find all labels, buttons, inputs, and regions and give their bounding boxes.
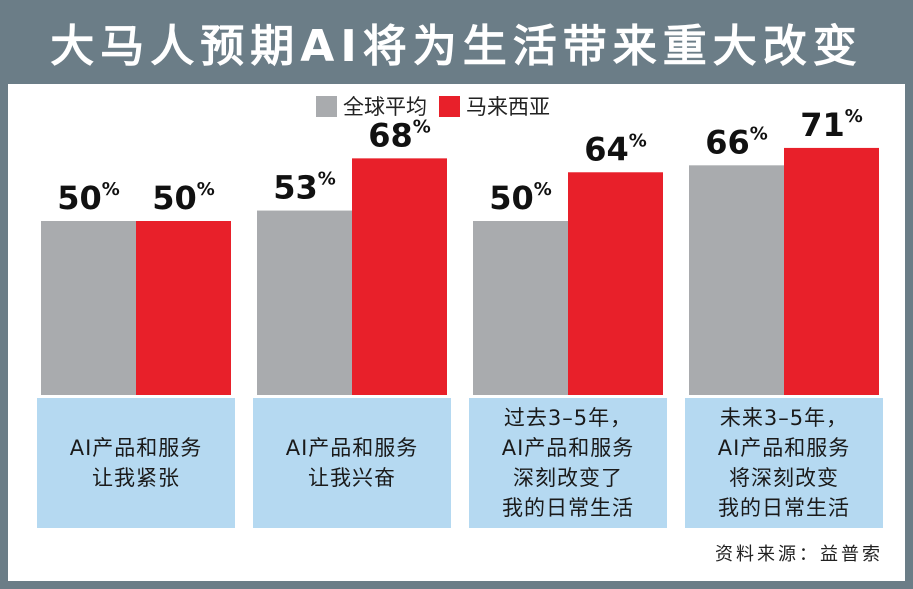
title-bar: 大马人预期AI将为生活带来重大改变 — [0, 0, 913, 84]
chart-title: 大马人预期AI将为生活带来重大改变 — [50, 21, 863, 72]
data-label-global-2: 53% — [273, 169, 336, 207]
data-label-global-1: 50% — [57, 179, 120, 217]
bar-global-2 — [257, 210, 352, 395]
data-label-global-3: 50% — [489, 179, 552, 217]
bar-global-1 — [41, 221, 136, 395]
legend-label-global: 全球平均 — [343, 95, 427, 119]
bar-malaysia-3 — [568, 172, 663, 395]
data-label-malaysia-3: 64% — [584, 130, 647, 168]
bar-global-3 — [473, 221, 568, 395]
legend-item-malaysia: 马来西亚 — [439, 91, 550, 121]
bar-malaysia-2 — [352, 158, 447, 395]
data-label-malaysia-2: 68% — [368, 116, 431, 154]
bar-malaysia-1 — [136, 221, 231, 395]
legend-swatch-malaysia — [439, 95, 460, 117]
legend-swatch-global — [316, 95, 337, 117]
category-label-2: AI产品和服务 让我兴奋 — [253, 398, 451, 528]
category-label-4: 未来3–5年， AI产品和服务 将深刻改变 我的日常生活 — [685, 398, 883, 528]
data-label-global-4: 66% — [705, 123, 768, 161]
source-note: 资料来源：益普索 — [715, 544, 883, 565]
bar-malaysia-4 — [784, 147, 879, 395]
legend-label-malaysia: 马来西亚 — [466, 95, 550, 119]
legend-item-global: 全球平均 — [316, 91, 427, 121]
legend: 全球平均 马来西亚 — [316, 93, 550, 119]
data-label-malaysia-1: 50% — [152, 179, 215, 217]
category-label-1: AI产品和服务 让我紧张 — [37, 398, 235, 528]
bar-global-4 — [689, 165, 784, 395]
category-label-3: 过去3–5年， AI产品和服务 深刻改变了 我的日常生活 — [469, 398, 667, 528]
data-label-malaysia-4: 71% — [800, 106, 863, 144]
